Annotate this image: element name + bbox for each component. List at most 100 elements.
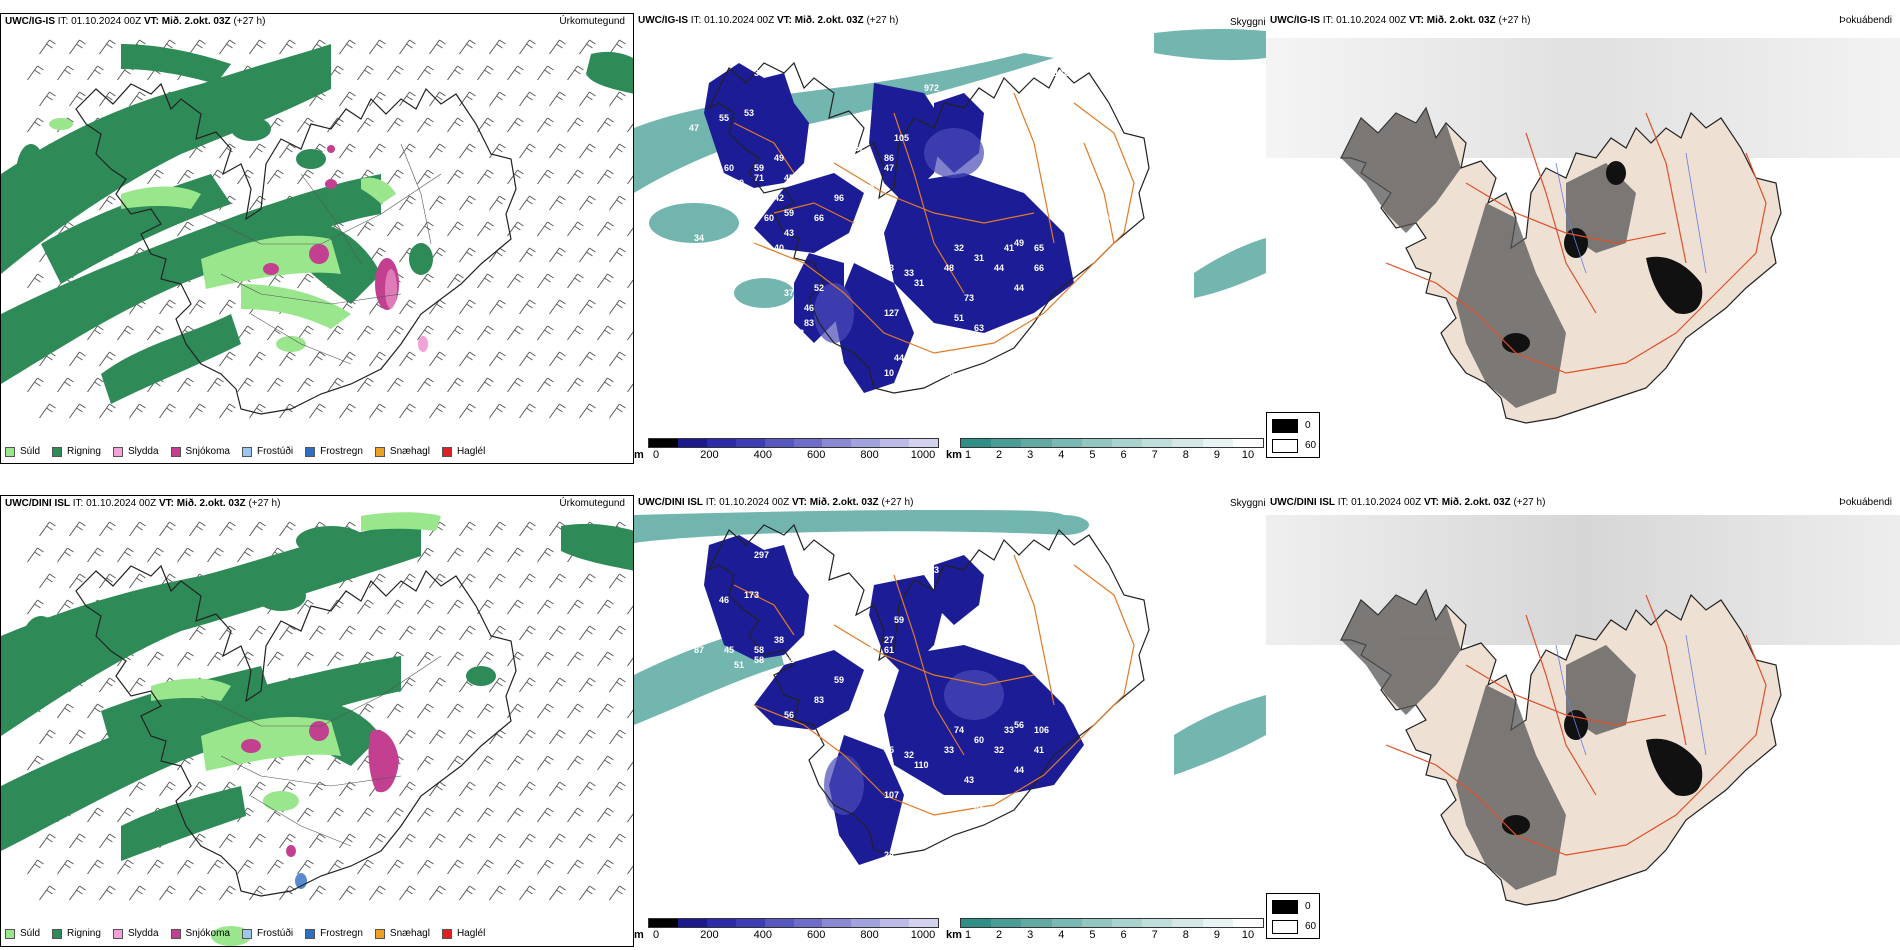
wind-barb [189, 781, 206, 797]
wind-barb [447, 221, 464, 237]
wind-barb [27, 117, 44, 133]
wind-barb [279, 351, 296, 367]
wind-barb [447, 169, 464, 185]
wind-barb [267, 859, 284, 875]
wind-barb [459, 143, 476, 159]
cloudbase-value: 52 [864, 645, 875, 655]
wind-barb [447, 755, 464, 771]
wind-barb [57, 859, 74, 875]
wind-barb [399, 833, 416, 849]
wind-barb [69, 91, 86, 107]
cloudbase-value: 41 [1034, 745, 1045, 755]
wind-barb [417, 325, 434, 341]
cloudbase-value: 41 [904, 880, 915, 890]
wind-barb [579, 885, 596, 901]
cloudbase-value: 297 [754, 550, 770, 560]
cloudbase-value: 43 [844, 615, 855, 625]
cloudbase-value: 56 [784, 710, 795, 720]
wind-barb [447, 377, 464, 393]
cloudbase-value: 39 [934, 403, 945, 413]
cloudbase-value: 60 [689, 605, 700, 615]
wind-barb [39, 833, 56, 849]
wind-barb [207, 859, 224, 875]
wind-barb [519, 729, 536, 745]
cloudbase-value: 86 [974, 805, 985, 815]
legend-label: Súld [20, 446, 41, 457]
wind-barb [129, 521, 146, 537]
cloudbase-value: 53 [744, 108, 755, 118]
wind-barb [219, 403, 236, 419]
wind-barb [609, 573, 626, 589]
wind-barb [189, 885, 206, 901]
wind-barb [237, 651, 254, 667]
wind-barb [519, 91, 536, 107]
wind-barb [537, 221, 554, 237]
wind-barb [609, 247, 626, 263]
legend-label: Frostregn [320, 928, 363, 939]
wind-barb [87, 807, 104, 823]
wind-barb [519, 521, 536, 537]
wind-barb [489, 833, 506, 849]
wind-barb [459, 781, 476, 797]
wind-barb [357, 325, 374, 341]
wind-barb [27, 273, 44, 289]
wind-barb [519, 885, 536, 901]
wind-barb [627, 227, 633, 237]
wind-barb [519, 833, 536, 849]
wind-barb [477, 377, 494, 393]
wind-barb [387, 807, 404, 823]
cloudbase-value: 45 [724, 645, 735, 655]
cloudbase-value: 47 [689, 123, 700, 133]
wind-barb [537, 169, 554, 185]
wind-barb [39, 39, 56, 55]
panel-title: UWC/IG-IS IT: 01.10.2024 00Z VT: Mið. 2.… [1268, 15, 1533, 26]
wind-barb [507, 859, 524, 875]
wind-barb [339, 39, 356, 55]
wind-barb [177, 169, 194, 185]
wind-barb [87, 65, 104, 81]
legend-swatch [112, 928, 123, 939]
wind-barb [597, 377, 614, 393]
wind-barb [399, 403, 416, 419]
wind-barb [99, 885, 116, 901]
wind-barb [477, 807, 494, 823]
cloudbase-value: 59 [754, 163, 765, 173]
precip-map [1, 512, 633, 946]
cloudbase-value: 31 [734, 238, 745, 248]
precip-legend: Súld Rigning Slydda Snjókoma Frostúði Frostre… [5, 446, 485, 457]
legend-label: Súld [20, 928, 41, 939]
wind-barb [429, 833, 446, 849]
cloudbase-value: 57 [854, 143, 865, 153]
cloudbase-value: 31 [974, 253, 985, 263]
cloudbase-value: 37 [784, 288, 795, 298]
cloudbase-value: 48 [944, 263, 955, 273]
wind-barb [369, 573, 386, 589]
cloudbase-value: 52 [894, 835, 905, 845]
cloudbase-value: 32 [994, 745, 1005, 755]
wind-barb [159, 403, 176, 419]
cloudbase-value: 188 [1054, 68, 1070, 78]
wind-barb [429, 885, 446, 901]
cloudbase-value: 127 [884, 308, 900, 318]
cloudbase-value: 56 [784, 308, 795, 318]
colorbar-tick: 9 [1213, 929, 1220, 941]
wind-barb [447, 807, 464, 823]
legend-item: Snjókoma [170, 446, 230, 457]
wind-barb [27, 547, 44, 563]
wind-barb [429, 299, 446, 315]
legend-swatch [5, 446, 15, 457]
cloudbase-value: 94 [1104, 213, 1115, 223]
cloudbase-value: 44 [894, 353, 905, 363]
legend-label: Snæhagl [389, 446, 430, 457]
cloudbase-value: 60 [1114, 655, 1125, 665]
wind-barb [27, 755, 44, 771]
wind-barb [399, 195, 416, 211]
wind-barb [627, 279, 633, 289]
wind-barb [459, 91, 476, 107]
colorbar-tick: 8 [1182, 449, 1189, 461]
legend-swatch [5, 928, 15, 939]
cloudbase-value: 58 [754, 655, 765, 665]
cloudbase-value: 185 [1104, 153, 1120, 163]
wind-barb [339, 143, 356, 159]
cloudbase-panel-igis: UWC/IG-IS IT: 01.10.2024 00Z VT: Mið. 2.… [634, 13, 1266, 464]
